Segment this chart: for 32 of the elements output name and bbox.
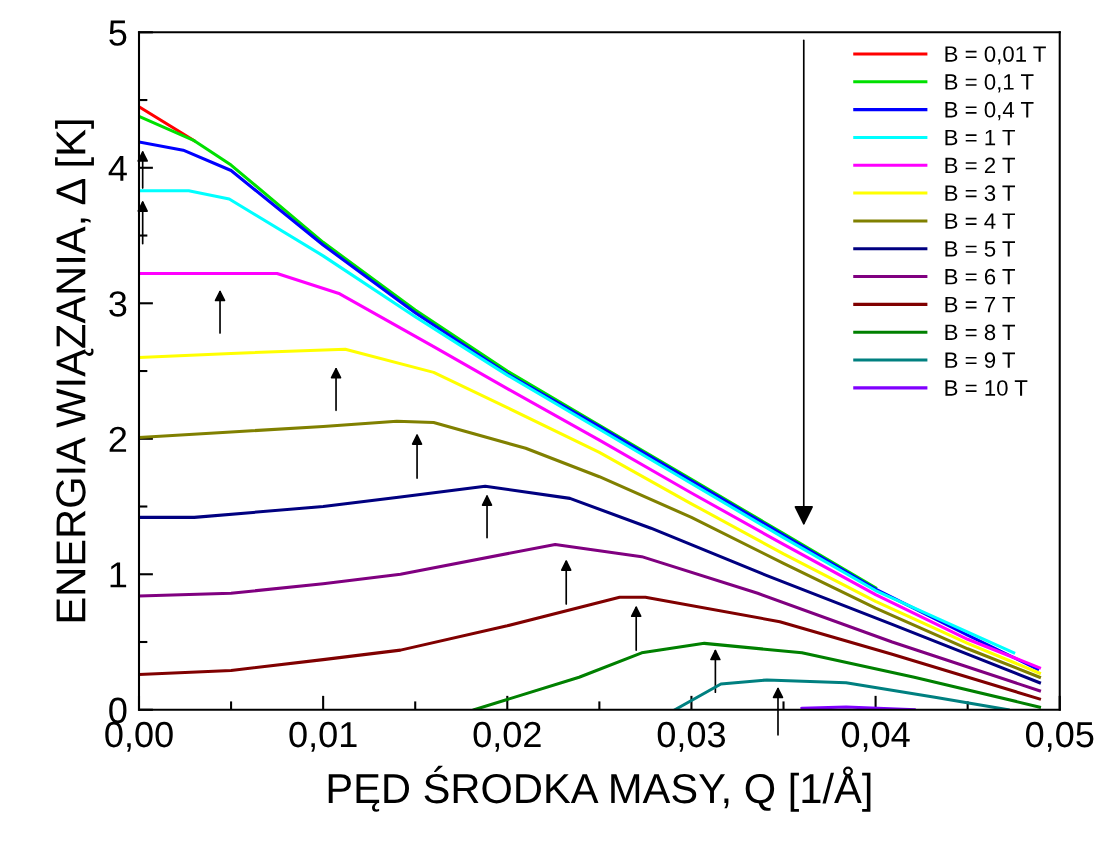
legend-label: B = 6 T: [945, 268, 1016, 285]
line-series: [139, 484, 1042, 685]
legend-label: B = 9 T: [945, 352, 1016, 369]
legend-label: B = 7 T: [945, 296, 1016, 313]
legend-label: B = 8 T: [945, 324, 1016, 341]
legend-label: B = 0,4 T: [945, 101, 1034, 121]
line-series: [139, 542, 1042, 693]
y-axis-title: ENERGIA WIĄZANIA, Δ [K]: [55, 120, 94, 622]
line-series: [139, 347, 1042, 675]
legend-label: B = 0,01 T: [945, 46, 1046, 65]
y-tick-label: 3: [109, 291, 127, 317]
legend-label: B = 4 T: [945, 213, 1016, 229]
y-tick-label: 1: [110, 562, 127, 588]
x-tick-label: 0,03: [657, 721, 725, 752]
x-tick-label: 0,01: [289, 721, 357, 752]
line-series: [139, 595, 1042, 701]
line-series: [472, 641, 1042, 710]
x-tick-label: 0,02: [473, 721, 541, 752]
legend-label: B = 10 T: [945, 380, 1028, 396]
legend-label: B = 3 T: [945, 185, 1016, 202]
legend-label: B = 1 T: [945, 129, 1016, 146]
line-series: [673, 678, 1010, 710]
x-axis-title: PĘD ŚRODKA MASY, Q [1/Å]: [328, 765, 871, 812]
y-tick-label: 5: [109, 20, 127, 46]
line-series: [139, 419, 1042, 679]
x-tick-label: 0,04: [841, 721, 910, 752]
y-tick-label: 4: [108, 156, 127, 181]
legend-label: B = 5 T: [945, 241, 1016, 257]
y-tick-label: 2: [109, 426, 127, 452]
legend-label: B = 0,1 T: [945, 74, 1034, 93]
x-tick-label: 0,05: [1026, 721, 1094, 752]
legend-label: B = 2 T: [945, 157, 1016, 174]
